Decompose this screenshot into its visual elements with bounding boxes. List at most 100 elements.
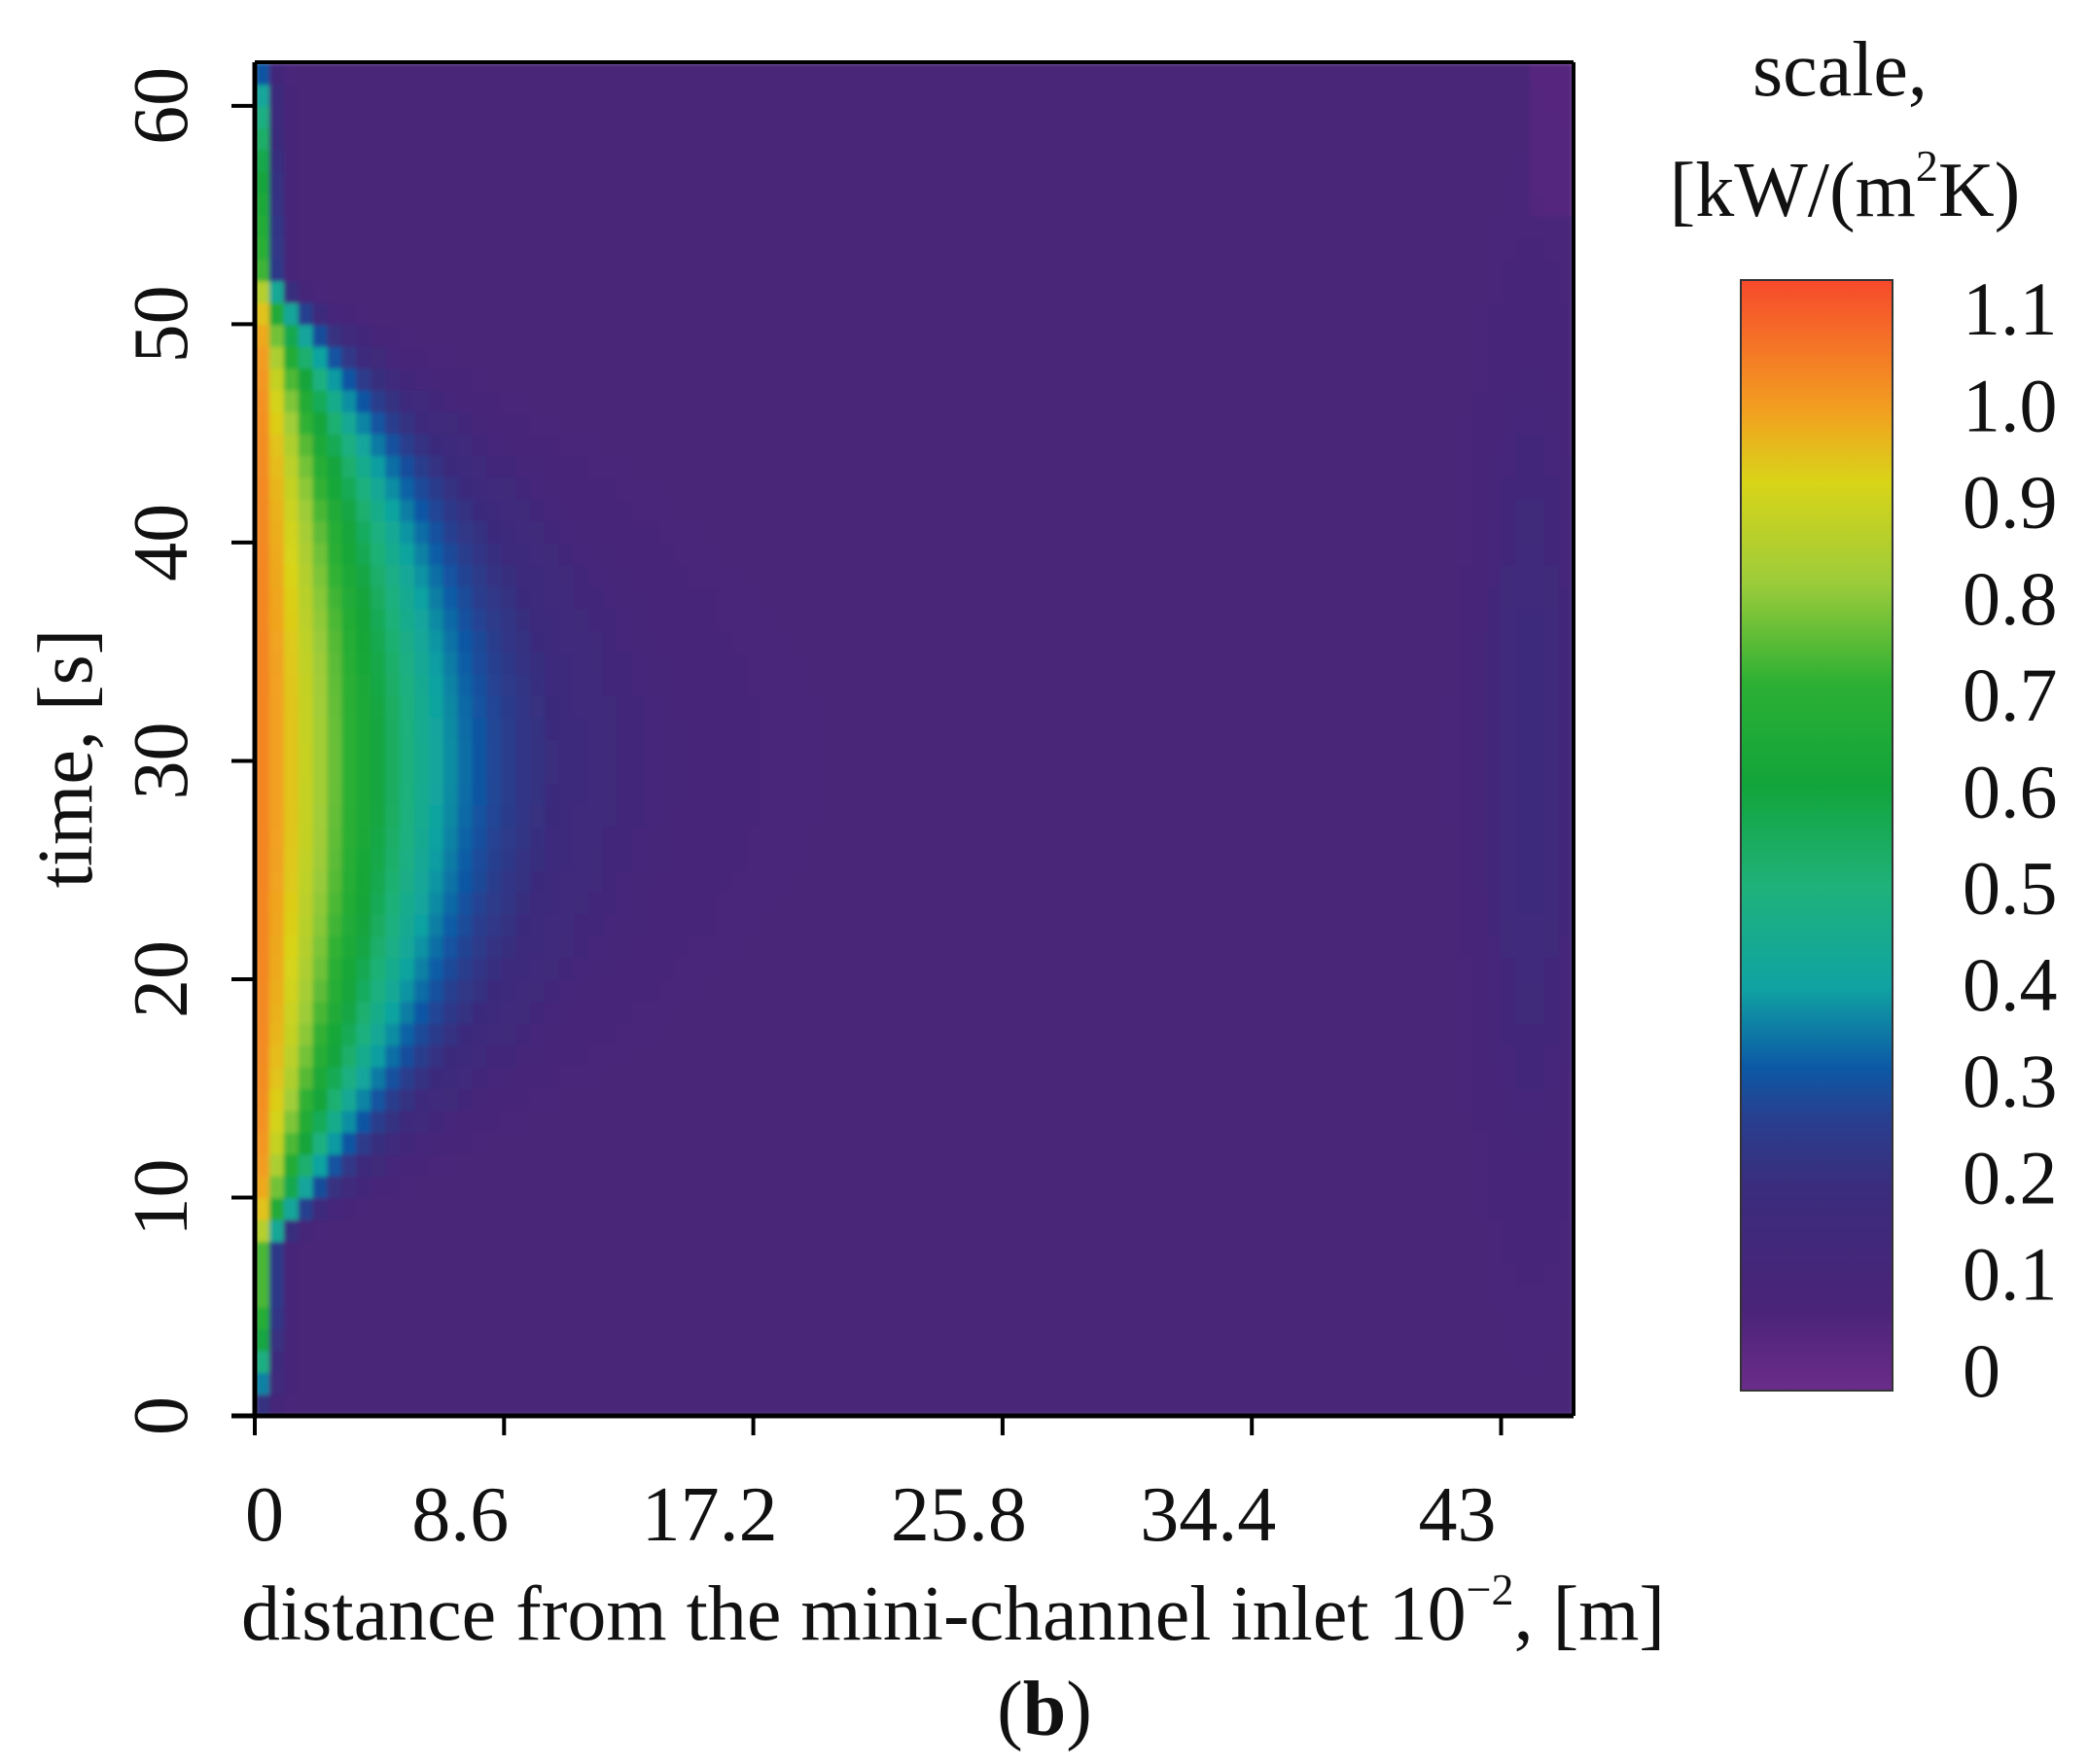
heatmap-cell [660,585,676,610]
heatmap-cell [327,869,343,893]
heatmap-cell [877,1110,894,1133]
heatmap-cell [255,236,270,260]
heatmap-cell [863,1153,879,1177]
heatmap-cell [442,564,459,587]
heatmap-cell [1152,673,1169,696]
heatmap-cell [921,1066,938,1090]
heatmap-cell [472,215,488,238]
heatmap-cell [877,869,894,893]
heatmap-cell [906,739,923,762]
heatmap-cell [791,215,806,238]
heatmap-cell [1399,1241,1415,1264]
heatmap-cell [587,1285,604,1308]
heatmap-cell [1037,629,1053,653]
heatmap-cell [979,1394,995,1416]
heatmap-cell [268,1153,285,1177]
heatmap-cell [312,695,329,719]
heatmap-cell [761,629,778,653]
heatmap-cell [631,564,648,587]
heatmap-cell [457,1350,474,1373]
heatmap-cell [501,869,516,893]
heatmap-cell [1269,1306,1285,1329]
heatmap-cell [1341,1153,1358,1177]
heatmap-cell [283,368,300,391]
heatmap-cell [1429,717,1444,740]
heatmap-cell [1196,739,1213,762]
heatmap-cell [660,1153,676,1177]
heatmap-cell [820,389,835,413]
heatmap-cell [1080,848,1097,871]
heatmap-cell [1312,629,1328,653]
heatmap-cell [1225,455,1242,478]
heatmap-cell [863,585,879,610]
heatmap-cell [1297,1350,1314,1373]
heatmap-cell [1066,673,1082,696]
heatmap-cell [428,782,444,806]
heatmap-cell [950,345,966,370]
heatmap-cell [1139,368,1154,391]
heatmap-cell [732,608,749,631]
heatmap-cell [1297,935,1314,959]
heatmap-cell [1370,1262,1387,1287]
heatmap-cell [573,629,589,653]
heatmap-cell [892,1066,908,1090]
heatmap-cell [834,345,850,370]
heatmap-cell [545,236,560,260]
heatmap-cell [1167,1328,1184,1352]
heatmap-cell [602,476,619,500]
heatmap-cell [1312,652,1328,675]
heatmap-cell [1471,1241,1488,1264]
heatmap-cell [848,280,865,303]
heatmap-cell [732,892,749,915]
heatmap-cell [805,1218,821,1243]
heatmap-cell [1559,1328,1574,1352]
heatmap-cell [1110,1394,1125,1416]
heatmap-cell [617,1394,633,1416]
heatmap-cell [718,935,734,959]
heatmap-cell [1297,629,1314,653]
heatmap-cell [1211,935,1227,959]
heatmap-cell [1559,935,1574,959]
heatmap-cell [255,957,270,980]
heatmap-cell [558,804,575,828]
heatmap-cell [877,717,894,740]
heatmap-cell [1022,411,1039,435]
heatmap-cell [501,804,516,828]
heatmap-cell [1327,1285,1343,1308]
heatmap-cell [1269,433,1285,456]
heatmap-cell [703,236,720,260]
heatmap-cell [442,629,459,653]
heatmap-cell [994,782,1009,806]
heatmap-cell [1269,739,1285,762]
heatmap-cell [1022,1197,1039,1220]
heatmap-cell [820,957,835,980]
heatmap-cell [921,673,938,696]
heatmap-cell [906,564,923,587]
heatmap-cell [341,673,358,696]
heatmap-cell [1182,499,1198,522]
heatmap-cell [1152,1394,1169,1416]
heatmap-cell [341,629,358,653]
heatmap-cell [1341,848,1358,871]
heatmap-cell [1297,259,1314,282]
heatmap-cell [776,345,793,370]
heatmap-cell [936,673,952,696]
heatmap-cell [1370,411,1387,435]
heatmap-cell [298,1066,314,1090]
heatmap-cell [327,324,343,347]
heatmap-cell [312,1328,329,1352]
heatmap-cell [1356,826,1372,850]
heatmap-cell [602,368,619,391]
heatmap-cell [936,1262,952,1287]
heatmap-cell [545,1218,560,1243]
heatmap-cell [617,717,633,740]
heatmap-cell [371,869,386,893]
heatmap-cell [747,782,763,806]
heatmap-cell [1110,280,1125,303]
heatmap-cell [385,236,401,260]
heatmap-cell [1008,280,1024,303]
heatmap-cell [1501,411,1517,435]
heatmap-cell [1182,1350,1198,1373]
heatmap-cell [1559,1176,1574,1199]
heatmap-cell [1327,1350,1343,1373]
